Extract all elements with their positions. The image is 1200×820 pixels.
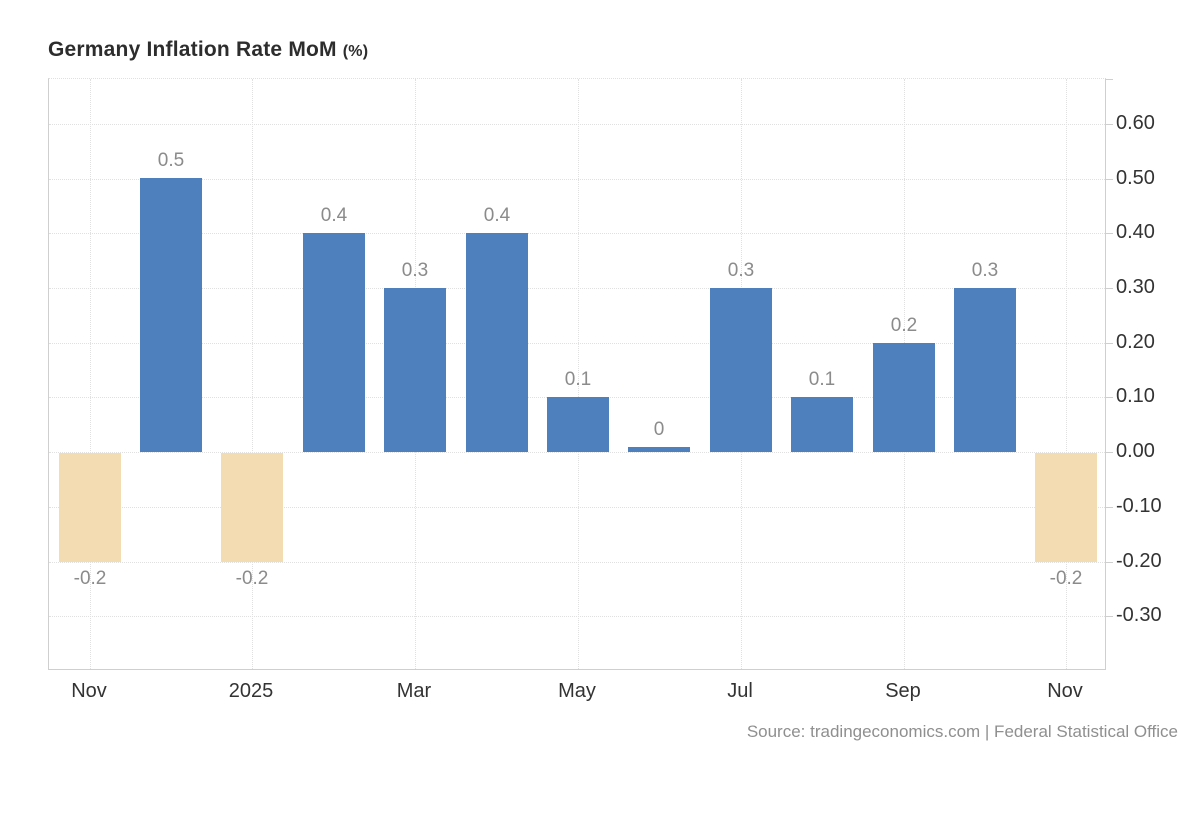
- x-axis-tick-label: Nov: [1047, 680, 1083, 702]
- y-axis-tick: [1105, 179, 1113, 180]
- bar-nov-12[interactable]: [1035, 453, 1097, 562]
- plot-area: -0.2 0.5 -0.2 0.4 0.3 0.4 0.1 0 0.3 0.1 0.2 0.3 -0.2: [48, 78, 1113, 670]
- bar-aug-9[interactable]: [791, 397, 853, 452]
- bar-value-label: 0.1: [564, 369, 592, 390]
- gridline-horizontal: [49, 288, 1105, 289]
- source-attribution: Source: tradingeconomics.com | Federal S…: [746, 722, 1178, 741]
- chart-title-text: Germany Inflation Rate MoM: [48, 38, 337, 61]
- y-axis-tick: [1105, 79, 1113, 80]
- bar-feb-3[interactable]: [303, 233, 365, 452]
- y-axis-tick: [1105, 452, 1113, 453]
- bar-jul-8[interactable]: [710, 288, 772, 452]
- y-axis-tick: [1105, 562, 1113, 563]
- bar-value-label: 0.5: [157, 150, 185, 171]
- y-axis-tick: [1105, 616, 1113, 617]
- x-axis-tick-label: May: [558, 680, 596, 702]
- y-axis-tick: [1105, 124, 1113, 125]
- bar-jun-7[interactable]: [628, 447, 690, 452]
- gridline-horizontal: [49, 616, 1105, 617]
- bar-oct-11[interactable]: [954, 288, 1016, 452]
- gridline-horizontal: [49, 562, 1105, 563]
- bar-value-label: 0.3: [971, 260, 999, 281]
- gridline-vertical: [578, 79, 579, 669]
- bar-value-label: -0.2: [1049, 568, 1083, 589]
- y-axis-tick: [1105, 233, 1113, 234]
- x-axis-tick-label: 2025: [228, 680, 274, 702]
- y-axis-tick-label: -0.20: [1116, 550, 1162, 572]
- y-axis-tick-label: 0.40: [1116, 221, 1155, 243]
- gridline-vertical: [1066, 79, 1067, 669]
- bar-value-label: -0.2: [73, 568, 107, 589]
- y-axis-tick-label: 0.20: [1116, 331, 1155, 353]
- y-axis-tick: [1105, 288, 1113, 289]
- y-axis-tick-label: -0.30: [1116, 604, 1162, 626]
- x-axis-tick-label: Nov: [71, 680, 107, 702]
- bar-value-label: 0: [653, 419, 665, 440]
- gridline-horizontal: [49, 343, 1105, 344]
- bar-nov-0[interactable]: [59, 453, 121, 562]
- y-axis-tick-label: -0.10: [1116, 495, 1162, 517]
- y-axis-tick-label: 0.10: [1116, 385, 1155, 407]
- chart-title: Germany Inflation Rate MoM (%): [48, 38, 368, 62]
- y-axis-tick: [1105, 507, 1113, 508]
- bar-value-label: 0.3: [401, 260, 429, 281]
- gridline-horizontal: [49, 233, 1105, 234]
- x-axis-tick-label: Mar: [396, 680, 432, 702]
- gridline-vertical: [252, 79, 253, 669]
- bar-value-label: 0.3: [727, 260, 755, 281]
- bar-mar-4[interactable]: [384, 288, 446, 452]
- y-axis-tick-label: 0.00: [1116, 440, 1155, 462]
- y-axis-tick-label: 0.60: [1116, 112, 1155, 134]
- bar-dec-1[interactable]: [140, 178, 202, 452]
- bar-may-6[interactable]: [547, 397, 609, 452]
- bar-apr-5[interactable]: [466, 233, 528, 452]
- y-axis-tick-label: 0.50: [1116, 167, 1155, 189]
- gridline-horizontal: [49, 124, 1105, 125]
- y-axis-tick-label: 0.30: [1116, 276, 1155, 298]
- gridline-vertical: [90, 79, 91, 669]
- x-axis-tick-label: Sep: [885, 680, 921, 702]
- bar-value-label: 0.1: [808, 369, 836, 390]
- bar-sep-10[interactable]: [873, 343, 935, 452]
- bar-value-label: -0.2: [235, 568, 269, 589]
- y-axis-tick: [1105, 343, 1113, 344]
- bar-value-label: 0.2: [890, 315, 918, 336]
- bar-value-label: 0.4: [320, 205, 348, 226]
- gridline-horizontal: [49, 507, 1105, 508]
- bar-value-label: 0.4: [483, 205, 511, 226]
- y-axis-tick: [1105, 397, 1113, 398]
- x-axis-tick-label: Jul: [727, 680, 753, 702]
- bar-jan-2[interactable]: [221, 453, 283, 562]
- chart-unit-label: (%): [342, 43, 369, 60]
- gridline-horizontal: [49, 452, 1105, 453]
- gridline-horizontal: [49, 179, 1105, 180]
